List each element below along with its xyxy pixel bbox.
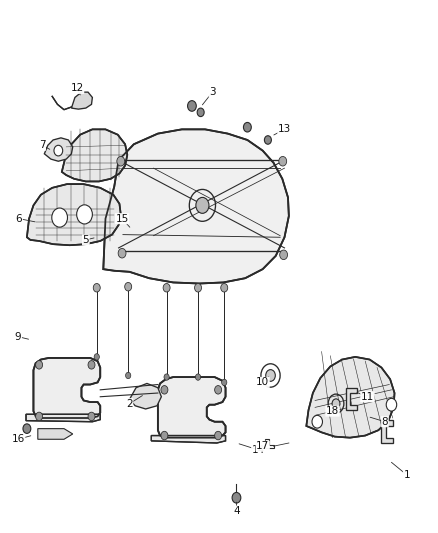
Circle shape [88,412,95,421]
Circle shape [117,157,125,166]
Text: 15: 15 [116,214,129,224]
Text: 8: 8 [381,417,388,427]
Circle shape [35,361,42,369]
Circle shape [244,123,251,132]
Polygon shape [306,357,395,438]
Circle shape [215,431,222,440]
Polygon shape [27,184,121,245]
Polygon shape [62,130,127,181]
Circle shape [125,282,132,291]
Polygon shape [71,92,92,109]
Polygon shape [44,138,73,161]
Circle shape [23,424,31,433]
Circle shape [332,399,340,408]
Text: 7: 7 [39,140,46,150]
Text: 4: 4 [233,506,240,516]
Circle shape [93,284,100,292]
Text: 3: 3 [209,87,216,97]
Circle shape [232,492,241,503]
Polygon shape [151,435,226,443]
Circle shape [196,197,209,213]
Circle shape [280,250,288,260]
Circle shape [52,208,67,227]
Circle shape [164,374,169,380]
Circle shape [222,379,227,385]
Text: 18: 18 [326,406,339,416]
Text: 9: 9 [15,332,21,342]
Circle shape [88,361,95,369]
Circle shape [279,157,287,166]
Circle shape [312,415,322,428]
Text: 10: 10 [256,377,269,387]
Text: 11: 11 [361,392,374,402]
Circle shape [126,372,131,378]
Circle shape [94,354,99,360]
Circle shape [161,385,168,394]
Circle shape [195,374,201,380]
Circle shape [187,101,196,111]
Text: 5: 5 [82,235,89,245]
Polygon shape [381,419,393,443]
Polygon shape [38,429,73,439]
Circle shape [118,248,126,258]
Circle shape [54,146,63,156]
Polygon shape [26,414,100,422]
Polygon shape [346,387,357,410]
Circle shape [266,369,276,381]
Text: 2: 2 [126,399,133,409]
Circle shape [265,136,272,144]
Circle shape [163,284,170,292]
Circle shape [197,108,204,117]
Circle shape [161,431,168,440]
Text: 17: 17 [256,441,269,451]
Text: 16: 16 [11,434,25,445]
Circle shape [386,398,397,411]
Circle shape [77,205,92,224]
Circle shape [221,284,228,292]
Text: 12: 12 [71,83,84,93]
Circle shape [194,284,201,292]
Polygon shape [158,377,226,438]
Text: 1: 1 [403,470,410,480]
Circle shape [215,385,222,394]
Text: 6: 6 [16,214,22,224]
Polygon shape [130,383,161,409]
Text: 14: 14 [252,445,265,455]
Text: 13: 13 [278,124,291,134]
Polygon shape [103,130,289,284]
Polygon shape [33,358,100,418]
Circle shape [35,412,42,421]
